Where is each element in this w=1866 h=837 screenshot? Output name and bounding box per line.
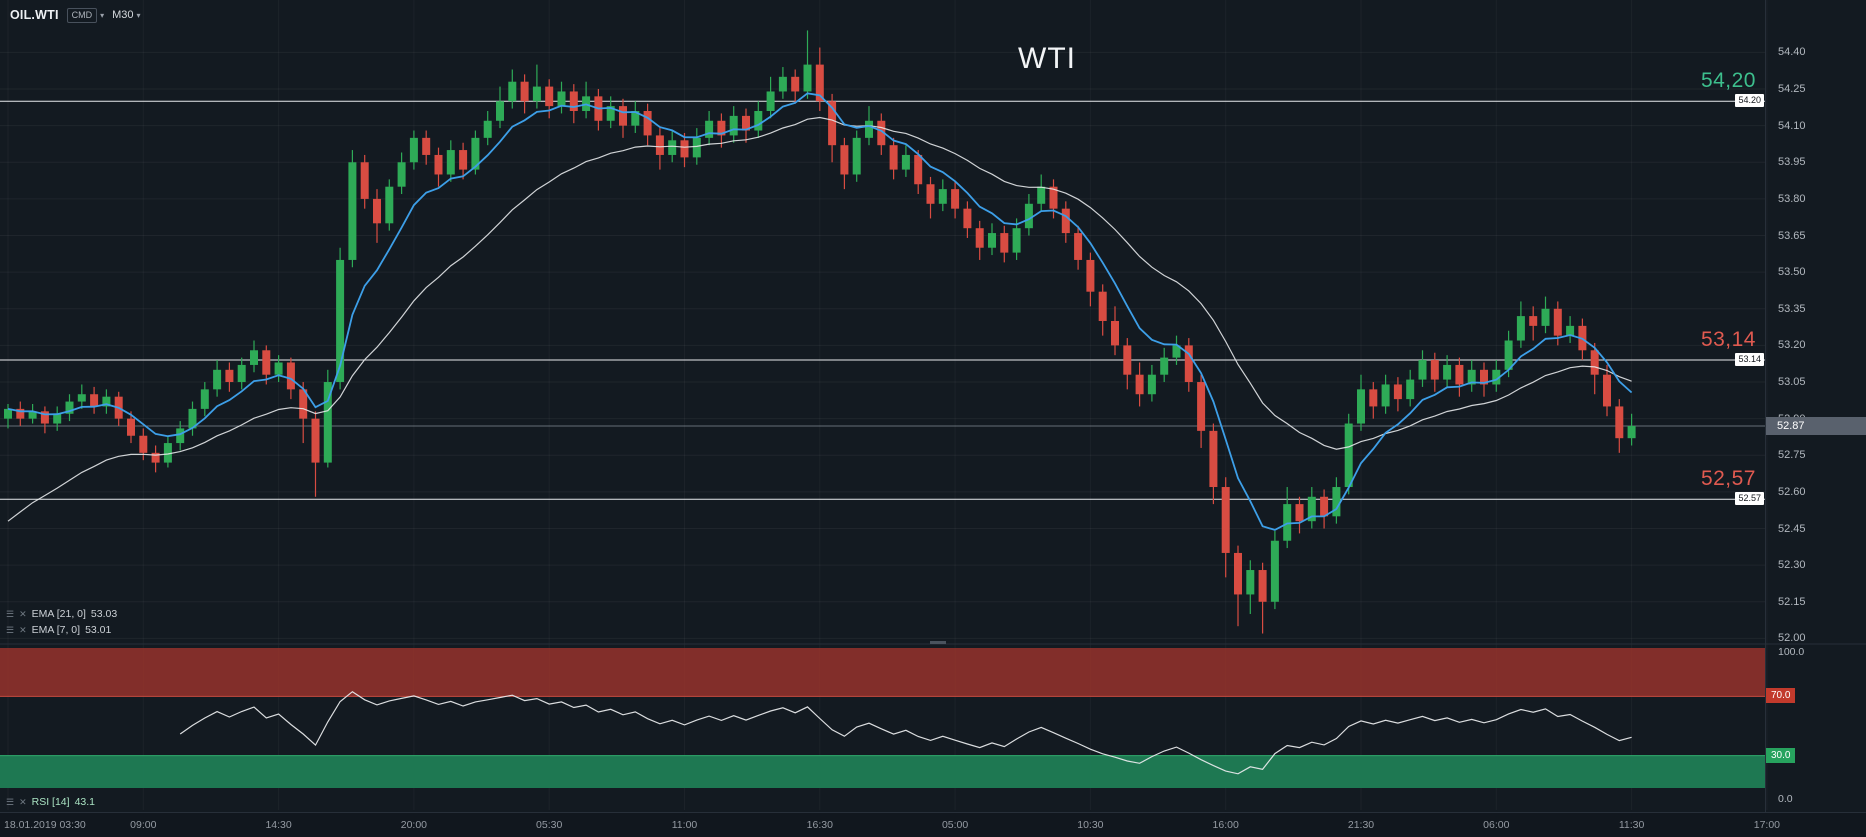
rsi-legend: ☰ ✕ RSI [14] 43.1 bbox=[6, 796, 95, 808]
price-tick: 53.65 bbox=[1778, 229, 1806, 242]
price-axis[interactable]: 54.40 54.25 54.10 53.95 53.80 53.65 53.50 53.35… bbox=[1765, 0, 1866, 812]
rsi-oversold-badge: 30.0 bbox=[1766, 747, 1796, 763]
time-label: 10:30 bbox=[1077, 819, 1104, 831]
price-tick: 52.60 bbox=[1778, 485, 1806, 498]
rsi-zones bbox=[0, 648, 1765, 788]
rsi-value: 43.1 bbox=[74, 796, 95, 808]
rsi-label: RSI [14] bbox=[31, 796, 70, 808]
ema-fast-legend: ☰ ✕ EMA [7, 0] 53.01 bbox=[6, 624, 111, 636]
legend-settings-icon[interactable]: ☰ bbox=[6, 624, 15, 635]
price-tick: 53.50 bbox=[1778, 266, 1806, 279]
time-axis[interactable]: 18.01.2019 03:30 09:00 14:30 20:00 05:30 11:0… bbox=[0, 812, 1866, 837]
rsi-axis-label-0: 0.0 bbox=[1778, 793, 1793, 805]
level-price-label-upper: 54,20 bbox=[1700, 69, 1756, 93]
time-label: 18.01.2019 03:30 bbox=[4, 819, 86, 831]
current-price-badge: 52.87 bbox=[1766, 416, 1866, 435]
rsi-panel-resize-handle[interactable] bbox=[930, 641, 946, 644]
legend-close-icon[interactable]: ✕ bbox=[19, 608, 27, 619]
price-tick: 53.35 bbox=[1778, 302, 1806, 315]
time-label: 20:00 bbox=[400, 819, 428, 831]
time-label: 09:00 bbox=[130, 819, 157, 831]
provider-badge: CMD bbox=[66, 8, 98, 23]
timeframe-selector[interactable]: M30 ▾ bbox=[112, 9, 140, 21]
timeframe-label: M30 bbox=[112, 9, 134, 22]
provider-selector[interactable]: CMD ▾ bbox=[66, 8, 105, 23]
legend-settings-icon[interactable]: ☰ bbox=[6, 796, 15, 807]
price-tick: 52.15 bbox=[1778, 595, 1806, 608]
level-lines bbox=[0, 100, 1765, 500]
price-tick: 52.30 bbox=[1778, 559, 1806, 572]
price-tick: 52.00 bbox=[1778, 632, 1806, 645]
time-label: 11:30 bbox=[1618, 819, 1645, 831]
rsi-axis-label-100: 100.0 bbox=[1778, 646, 1805, 658]
price-tick: 52.45 bbox=[1778, 522, 1806, 535]
time-label: 11:00 bbox=[671, 819, 698, 831]
rsi-overbought-badge: 70.0 bbox=[1766, 688, 1796, 704]
ema-slow-legend: ☰ ✕ EMA [21, 0] 53.03 bbox=[6, 608, 117, 620]
time-label: 05:30 bbox=[536, 819, 563, 831]
level-line-tag[interactable]: 52.57 bbox=[1735, 492, 1764, 506]
price-tick: 53.05 bbox=[1778, 376, 1806, 389]
ema-slow-line bbox=[7, 116, 1632, 522]
level-price-label-lower: 52,57 bbox=[1700, 467, 1756, 491]
level-line-tag[interactable]: 54.20 bbox=[1735, 94, 1764, 108]
time-label: 05:00 bbox=[941, 819, 969, 831]
ema-fast-label: EMA [7, 0] bbox=[31, 624, 81, 636]
price-tick: 53.95 bbox=[1778, 156, 1806, 169]
time-label: 14:30 bbox=[265, 819, 292, 831]
time-label: 16:00 bbox=[1212, 819, 1239, 831]
rsi-line bbox=[179, 690, 1632, 775]
ema-fast-value: 53.01 bbox=[85, 624, 112, 636]
time-label: 21:30 bbox=[1347, 819, 1375, 831]
level-line-tag[interactable]: 53.14 bbox=[1735, 353, 1764, 367]
ema-slow-label: EMA [21, 0] bbox=[31, 608, 86, 620]
time-label: 06:00 bbox=[1483, 819, 1510, 831]
time-label: 17:00 bbox=[1753, 819, 1781, 831]
price-tick: 54.25 bbox=[1778, 83, 1806, 96]
price-tick: 54.10 bbox=[1778, 119, 1806, 132]
price-tick: 52.75 bbox=[1778, 449, 1806, 462]
instrument-symbol: OIL.WTI bbox=[10, 8, 59, 23]
price-tick: 53.80 bbox=[1778, 192, 1806, 205]
instrument-bar: OIL.WTI CMD ▾ M30 ▾ bbox=[10, 8, 141, 23]
price-tick: 54.40 bbox=[1778, 46, 1806, 59]
time-label: 16:30 bbox=[806, 819, 833, 831]
chevron-down-icon: ▾ bbox=[100, 10, 105, 20]
legend-close-icon[interactable]: ✕ bbox=[19, 624, 27, 635]
chart-title: WTI bbox=[1018, 42, 1076, 75]
legend-settings-icon[interactable]: ☰ bbox=[6, 608, 15, 619]
ema-slow-value: 53.03 bbox=[90, 608, 118, 620]
legend-close-icon[interactable]: ✕ bbox=[19, 796, 27, 807]
price-tick: 53.20 bbox=[1778, 339, 1806, 352]
ema-fast-line bbox=[7, 92, 1633, 531]
chevron-down-icon: ▾ bbox=[136, 10, 141, 20]
level-price-label-middle: 53,14 bbox=[1700, 328, 1756, 352]
